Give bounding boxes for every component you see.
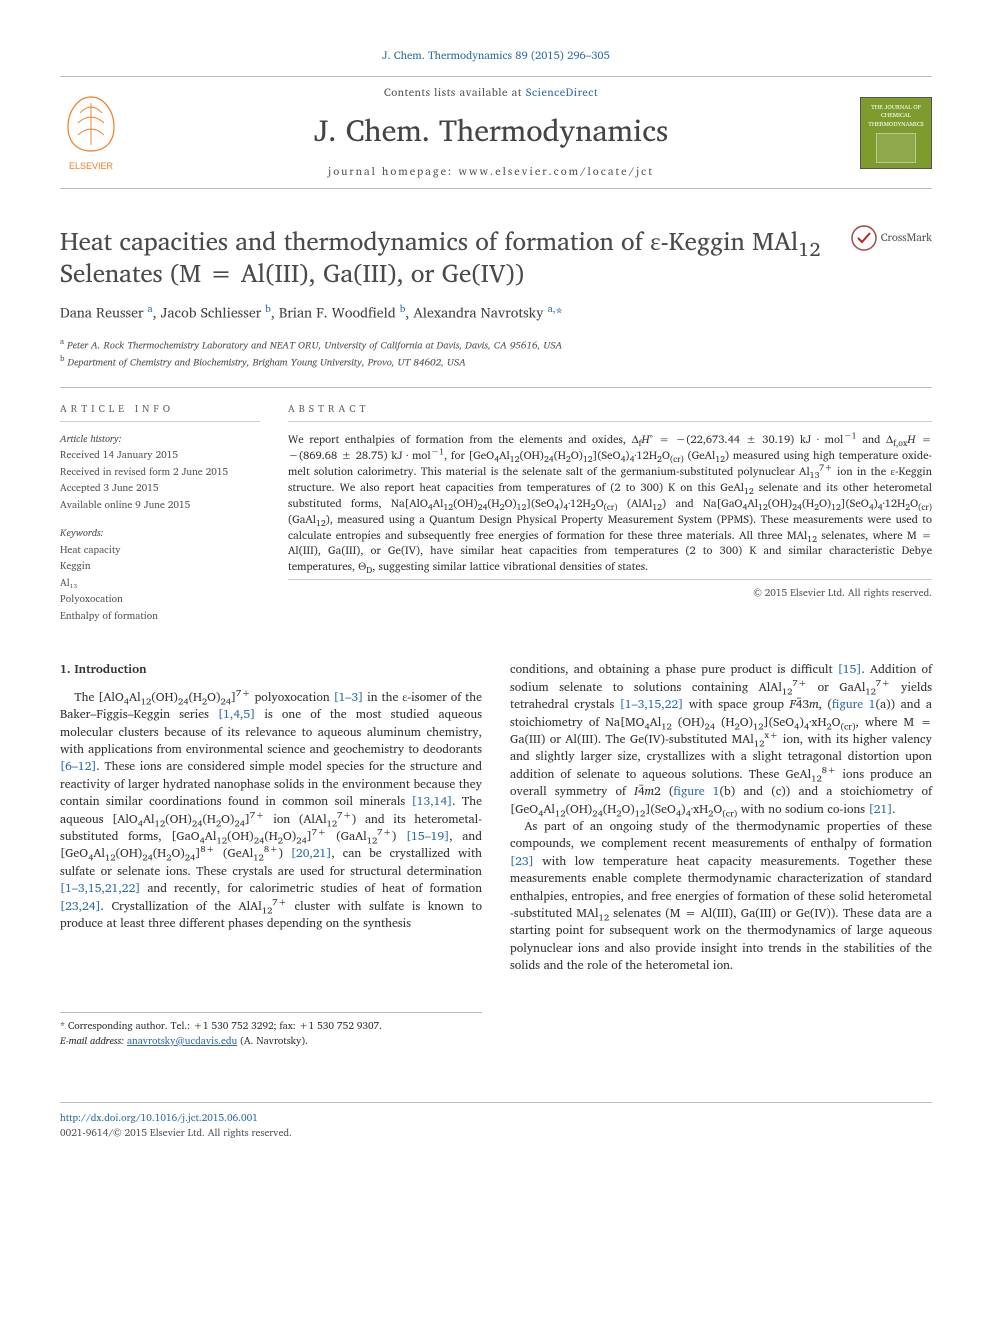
contents-prefix: Contents lists available at xyxy=(384,83,526,101)
info-abstract-row: ARTICLE INFO Article history: Received 1… xyxy=(60,387,932,625)
article-title: Heat capacities and thermodynamics of fo… xyxy=(60,225,840,288)
keyword-item: Polyoxocation xyxy=(60,592,260,607)
history-label: Article history: xyxy=(60,432,260,447)
corr-email-of: (A. Navrotsky). xyxy=(240,1033,308,1049)
journal-homepage: journal homepage: www.elsevier.com/locat… xyxy=(122,164,860,180)
history-item: Received 14 January 2015 xyxy=(60,448,260,463)
body-columns: 1. Introduction The [AlO4Al12(OH)24(H2O)… xyxy=(60,661,932,1066)
crossmark-badge[interactable]: CrossMark xyxy=(851,225,932,251)
corr-email-link[interactable]: anavrotsky@ucdavis.edu xyxy=(127,1033,237,1049)
jct-graphic xyxy=(876,133,916,163)
article-info: ARTICLE INFO Article history: Received 1… xyxy=(60,402,260,625)
body-paragraph: As part of an ongoing study of the therm… xyxy=(510,818,932,975)
affiliations: a Peter A. Rock Thermochemistry Laborato… xyxy=(60,336,932,370)
aff-sup: b xyxy=(60,351,64,365)
title-row: Heat capacities and thermodynamics of fo… xyxy=(60,225,932,302)
affiliation-item: a Peter A. Rock Thermochemistry Laborato… xyxy=(60,336,932,353)
keyword-item: Al₁₃ xyxy=(60,576,260,591)
top-citation: J. Chem. Thermodynamics 89 (2015) 296–30… xyxy=(60,48,932,64)
sciencedirect-link[interactable]: ScienceDirect xyxy=(526,83,598,101)
corr-email-line: E-mail address: anavrotsky@ucdavis.edu (… xyxy=(60,1034,482,1049)
abstract-label: ABSTRACT xyxy=(288,402,932,422)
keyword-item: Enthalpy of formation xyxy=(60,609,260,624)
column-right: conditions, and obtaining a phase pure p… xyxy=(510,661,932,1066)
abstract-text: We report enthalpies of formation from t… xyxy=(288,432,932,580)
author-list: Dana Reusser a, Jacob Schliesser b, Bria… xyxy=(60,302,932,324)
jct-line: THERMODYNAMICS xyxy=(868,120,924,129)
body-paragraph: conditions, and obtaining a phase pure p… xyxy=(510,661,932,818)
issn-line: 0021-9614/© 2015 Elsevier Ltd. All right… xyxy=(60,1126,932,1141)
keyword-item: Heat capacity xyxy=(60,543,260,558)
contents-line: Contents lists available at ScienceDirec… xyxy=(122,85,860,101)
crossmark-icon xyxy=(851,225,877,251)
aff-text: Peter A. Rock Thermochemistry Laboratory… xyxy=(67,337,562,353)
section-heading: 1. Introduction xyxy=(60,661,482,678)
column-left: 1. Introduction The [AlO4Al12(OH)24(H2O)… xyxy=(60,661,482,1066)
affiliation-item: b Department of Chemistry and Biochemist… xyxy=(60,353,932,370)
footer: http://dx.doi.org/10.1016/j.jct.2015.06.… xyxy=(60,1102,932,1140)
body-paragraph: The [AlO4Al12(OH)24(H2O)24]7+ polyoxocat… xyxy=(60,689,482,932)
history-item: Available online 9 June 2015 xyxy=(60,498,260,513)
publisher-logo: ELSEVIER xyxy=(60,93,122,173)
masthead-center: Contents lists available at ScienceDirec… xyxy=(122,85,860,180)
page-root: J. Chem. Thermodynamics 89 (2015) 296–30… xyxy=(0,0,992,1180)
publisher-name: ELSEVIER xyxy=(69,161,114,171)
aff-text: Department of Chemistry and Biochemistry… xyxy=(67,354,466,370)
keyword-item: Keggin xyxy=(60,559,260,574)
crossmark-label: CrossMark xyxy=(881,230,932,246)
abstract-copyright: © 2015 Elsevier Ltd. All rights reserved… xyxy=(288,586,932,601)
corresponding-note: * Corresponding author. Tel.: +1 530 752… xyxy=(60,1012,482,1048)
doi-link[interactable]: http://dx.doi.org/10.1016/j.jct.2015.06.… xyxy=(60,1110,258,1126)
masthead: ELSEVIER Contents lists available at Sci… xyxy=(60,76,932,189)
journal-name: J. Chem. Thermodynamics xyxy=(122,109,860,153)
corr-text: * Corresponding author. Tel.: +1 530 752… xyxy=(60,1019,482,1034)
article-info-label: ARTICLE INFO xyxy=(60,402,260,422)
history-item: Accepted 3 June 2015 xyxy=(60,481,260,496)
email-label: E-mail address: xyxy=(60,1033,124,1049)
abstract: ABSTRACT We report enthalpies of formati… xyxy=(288,402,932,625)
journal-cover-thumb: THE JOURNAL OF CHEMICAL THERMODYNAMICS xyxy=(860,97,932,169)
keywords-label: Keywords: xyxy=(60,526,260,541)
aff-sup: a xyxy=(60,334,64,348)
history-item: Received in revised form 2 June 2015 xyxy=(60,465,260,480)
